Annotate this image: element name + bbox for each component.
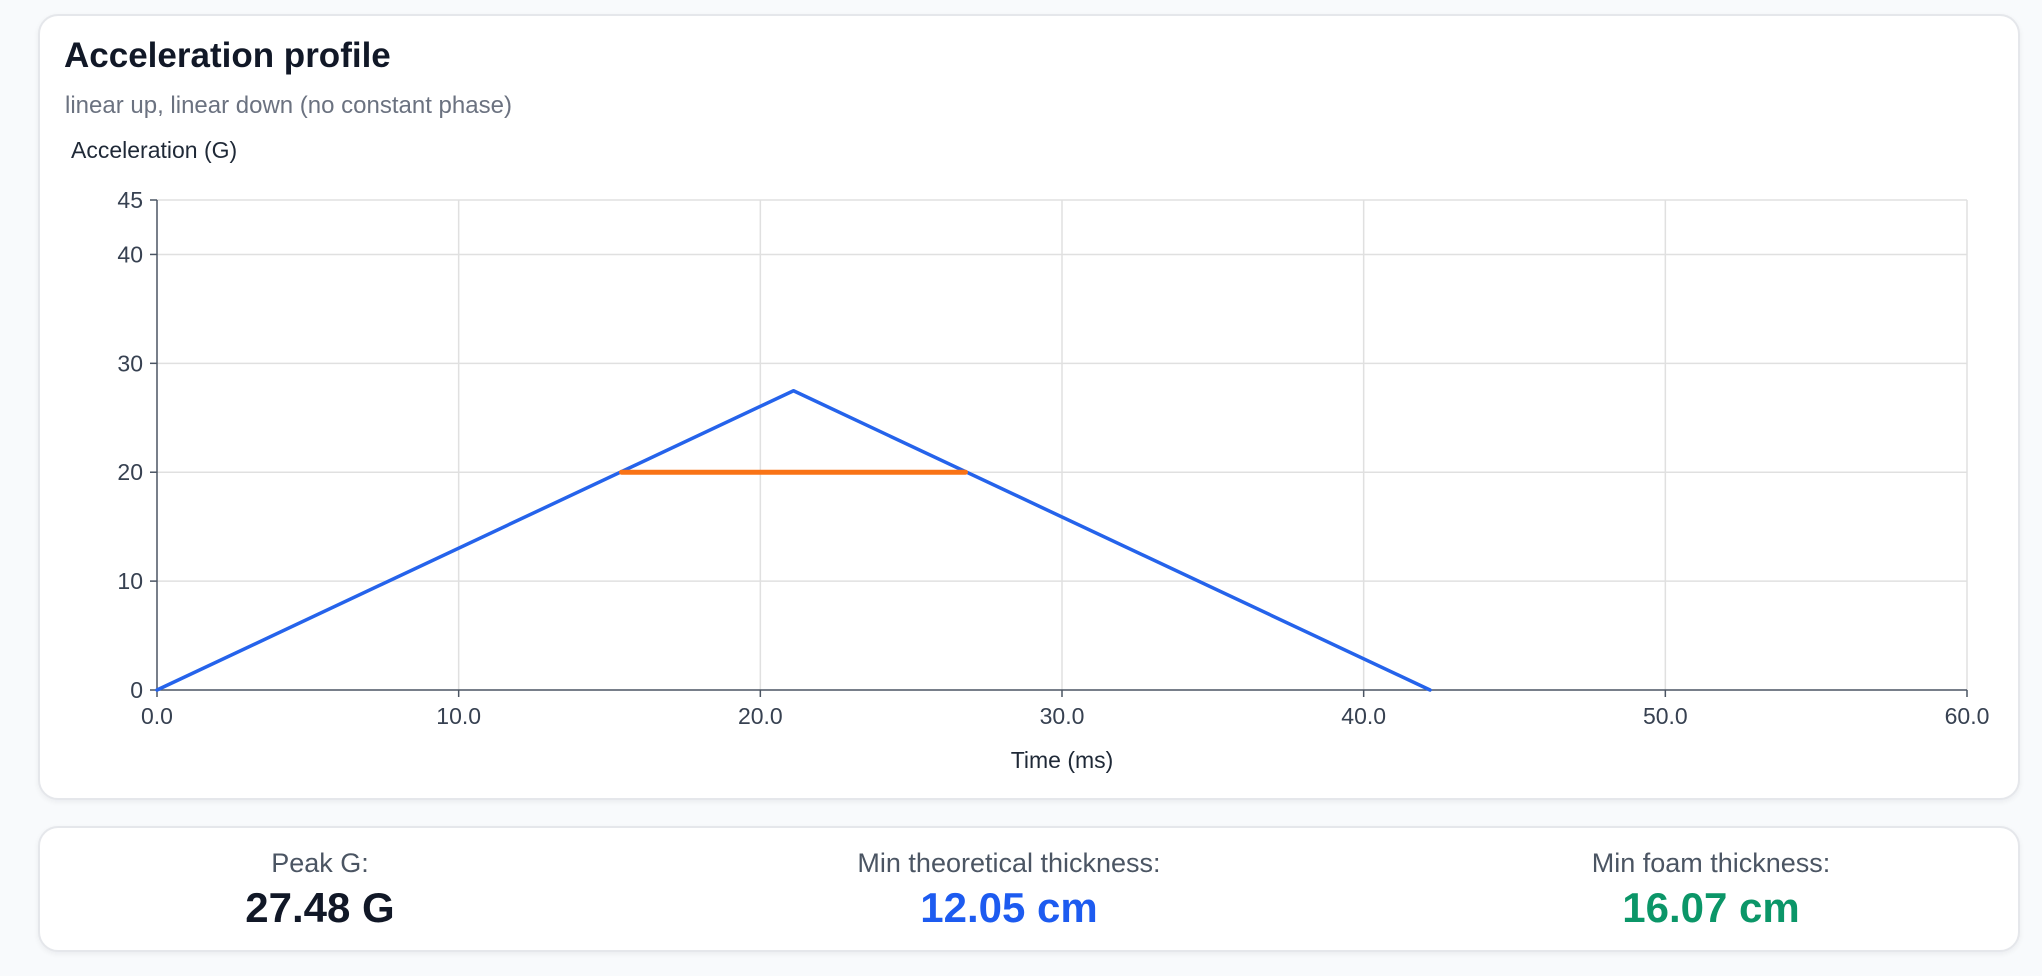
y-tick-label: 45 xyxy=(117,187,143,213)
tick-labels: 0.0 10.0 20.0 30.0 40.0 50.0 60.0 0 10 20 30 40 45 xyxy=(117,187,1989,729)
y-tick-label: 10 xyxy=(117,568,143,594)
y-tick-label: 30 xyxy=(117,350,143,376)
y-tick-label: 20 xyxy=(117,459,143,485)
peak-g-value: 27.48 G xyxy=(245,884,395,931)
acceleration-profile-line xyxy=(155,389,1432,692)
y-tick-label: 40 xyxy=(117,241,143,267)
x-tick-label: 30.0 xyxy=(1040,703,1085,729)
chart-card: Acceleration profile linear up, linear d… xyxy=(38,14,2020,800)
min-foam-thickness-label: Min foam thickness: xyxy=(1591,848,1831,878)
x-tick-label: 10.0 xyxy=(436,703,481,729)
min-theoretical-thickness-value: 12.05 cm xyxy=(920,884,1098,931)
y-axis-title: Acceleration (G) xyxy=(71,137,237,163)
y-tick-label: 0 xyxy=(130,677,143,703)
min-foam-thickness-value: 16.07 cm xyxy=(1622,884,1800,931)
axes xyxy=(150,199,1968,697)
peak-g-label: Peak G: xyxy=(271,848,369,878)
x-axis-title: Time (ms) xyxy=(1011,747,1114,773)
peak-g-stat: Peak G: 27.48 G xyxy=(40,828,600,950)
x-tick-label: 60.0 xyxy=(1945,703,1990,729)
min-theoretical-thickness-label: Min theoretical thickness: xyxy=(857,848,1161,878)
x-tick-label: 20.0 xyxy=(738,703,783,729)
grid-lines xyxy=(157,199,1968,690)
x-tick-label: 0.0 xyxy=(141,703,173,729)
chart-title: Acceleration profile xyxy=(64,36,391,75)
x-tick-label: 50.0 xyxy=(1643,703,1688,729)
chart-subtitle: linear up, linear down (no constant phas… xyxy=(65,92,512,119)
acceleration-chart: Acceleration (G) Time (ms) 0.0 10.0 20.0 30… xyxy=(71,137,1989,773)
series-lines xyxy=(155,389,1432,692)
stats-card: Peak G: 27.48 G Min theoretical thicknes… xyxy=(38,826,2020,952)
x-tick-label: 40.0 xyxy=(1341,703,1386,729)
min-theoretical-thickness-stat: Min theoretical thickness: 12.05 cm xyxy=(729,828,1289,950)
min-foam-thickness-stat: Min foam thickness: 16.07 cm xyxy=(1431,828,1991,950)
